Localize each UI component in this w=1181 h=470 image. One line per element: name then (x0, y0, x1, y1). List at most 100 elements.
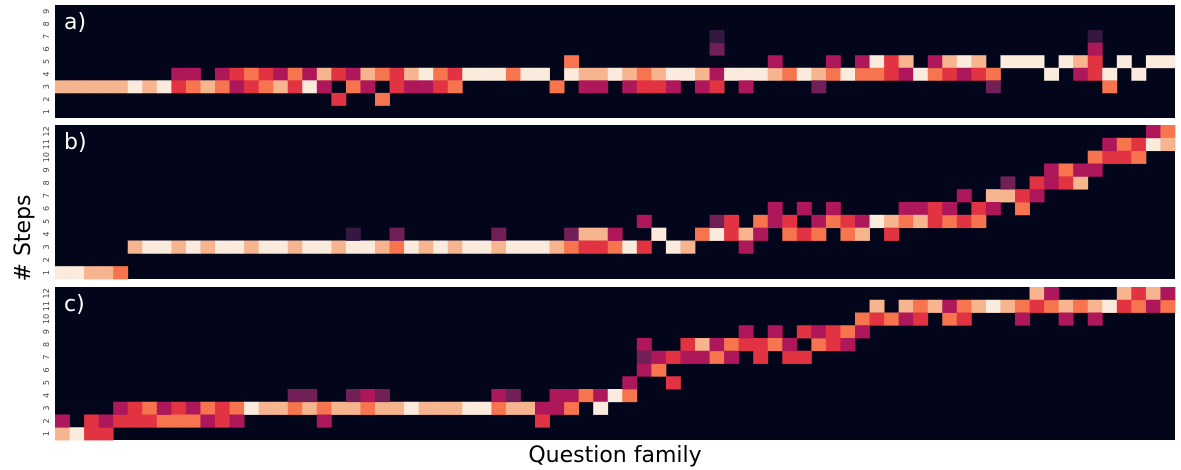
heatmap-cell (855, 214, 870, 229)
heatmap-cell (549, 80, 565, 94)
heatmap-cell (549, 389, 565, 403)
heatmap-cell (156, 240, 172, 254)
heatmap-cell (753, 338, 769, 352)
heatmap-cell (767, 67, 783, 81)
heatmap-cell (956, 189, 972, 203)
y-tick-label: 2 (42, 257, 51, 262)
heatmap-cell (1087, 312, 1103, 326)
heatmap-cell (1029, 55, 1045, 69)
heatmap-cell (375, 389, 390, 403)
heatmap-cell (1044, 299, 1060, 313)
heatmap-cell (651, 363, 667, 377)
heatmap-cell (302, 67, 318, 81)
heatmap-cell (942, 299, 958, 313)
heatmap-cell (636, 214, 652, 229)
heatmap-cell (709, 338, 725, 352)
heatmap-cell (113, 401, 129, 415)
heatmap-cell (1160, 287, 1176, 301)
heatmap-cell (942, 312, 958, 326)
x-axis-label: Question family (528, 443, 701, 468)
heatmap-cell (535, 67, 550, 81)
heatmap-cell (549, 401, 565, 415)
heatmap-cell (767, 325, 783, 339)
heatmap-cell (98, 427, 114, 441)
heatmap-cell (767, 202, 783, 216)
heatmap-cell (98, 266, 114, 280)
y-tick-label: 6 (42, 367, 51, 372)
y-tick-label: 8 (42, 21, 51, 26)
heatmap-cell (564, 401, 580, 415)
heatmap-cell (855, 227, 870, 241)
heatmap-cell (360, 80, 376, 94)
heatmap-cell (127, 414, 143, 428)
heatmap-cell (389, 80, 405, 94)
heatmap-cell (229, 80, 245, 94)
heatmap-cell (811, 80, 827, 94)
heatmap-cell (593, 401, 609, 415)
heatmap-cell (156, 80, 172, 94)
heatmap-cell (462, 240, 478, 254)
heatmap-cell (331, 401, 347, 415)
heatmap-cell (1131, 150, 1147, 164)
heatmap-cell (404, 240, 420, 254)
heatmap-cell (84, 266, 100, 280)
heatmap-cell (447, 80, 463, 94)
heatmap-cell (1000, 176, 1016, 190)
heatmap-cell (273, 401, 289, 415)
heatmap-cell (520, 401, 536, 415)
heatmap-cell (1044, 67, 1060, 81)
heatmap-cell (418, 401, 434, 415)
heatmap-cell (622, 80, 638, 94)
heatmap-cell (825, 338, 841, 352)
heatmap-cell (331, 92, 347, 106)
heatmap-cell (316, 414, 332, 428)
y-tick-label: 2 (42, 418, 51, 423)
heatmap-cell (1116, 150, 1132, 164)
heatmap-cell (389, 240, 405, 254)
heatmap-cell (258, 240, 274, 254)
heatmap-cell (1116, 287, 1132, 301)
heatmap-cell (1073, 299, 1089, 313)
heatmap-cell (622, 376, 638, 390)
y-tick-label: 5 (42, 219, 51, 224)
heatmap-cell (898, 214, 914, 229)
heatmap-cell (913, 67, 929, 81)
heatmap-cell (447, 240, 463, 254)
heatmap-cell (185, 414, 201, 428)
heatmap-cell (345, 80, 361, 94)
heatmap-cell (607, 240, 623, 254)
heatmap-cell (345, 240, 361, 254)
heatmap-cell (796, 227, 812, 241)
heatmap-cell (578, 240, 594, 254)
heatmap-cell (869, 55, 885, 69)
heatmap-cell (200, 401, 216, 415)
heatmap-cell (811, 214, 827, 229)
heatmap-cell (607, 67, 623, 81)
heatmap-cell (273, 80, 289, 94)
heatmap-cell (564, 227, 580, 241)
heatmap-cell (229, 67, 245, 81)
heatmap-cell (869, 214, 885, 229)
heatmap-cell (113, 266, 129, 280)
heatmap-cell (738, 338, 754, 352)
heatmap-cell (738, 227, 754, 241)
heatmap-cell (535, 401, 550, 415)
heatmap-cell (185, 80, 201, 94)
heatmap-cell (142, 80, 158, 94)
heatmap-cell (782, 227, 798, 241)
heatmap-cell (1087, 150, 1103, 164)
heatmap-cell (302, 389, 318, 403)
heatmap-cell (1102, 137, 1118, 152)
heatmap-cell (564, 240, 580, 254)
heatmap-cell (375, 240, 390, 254)
heatmap-cell (1160, 137, 1176, 152)
heatmap-cell (389, 227, 405, 241)
heatmap-cell (884, 214, 900, 229)
heatmap-cell (811, 325, 827, 339)
heatmap-cell (753, 350, 769, 364)
heatmap-cell (1087, 163, 1103, 177)
heatmap-cell (360, 67, 376, 81)
y-tick-label: 6 (42, 46, 51, 51)
